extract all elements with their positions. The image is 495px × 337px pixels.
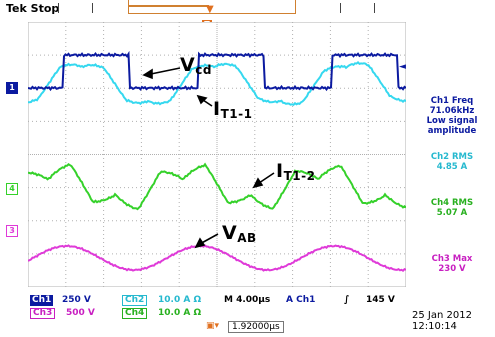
waveform-ch3-voltage-vab bbox=[28, 244, 406, 272]
ch1-label[interactable]: Ch1 bbox=[30, 295, 54, 306]
acquisition-state: Stop bbox=[30, 2, 60, 15]
graticule-grid bbox=[28, 22, 406, 287]
waveform-ch4-current-it12 bbox=[28, 162, 406, 211]
ch1-scale[interactable]: 250 V bbox=[62, 295, 91, 305]
timebase[interactable]: M 4.00µs bbox=[224, 295, 271, 305]
ch2-label[interactable]: Ch2 bbox=[122, 295, 148, 306]
delta-t-icon: ▣▾ bbox=[206, 321, 220, 331]
ch2-scale[interactable]: 10.0 A Ω bbox=[158, 295, 202, 305]
measurement-ch4-rms[interactable]: Ch4 RMS 5.07 A bbox=[430, 198, 474, 218]
cursor-delta-readout[interactable]: 1.92000µs bbox=[228, 321, 284, 333]
top-tick bbox=[340, 3, 341, 13]
ch3-label[interactable]: Ch3 bbox=[30, 308, 56, 319]
scope-status: Tek Stop bbox=[6, 2, 59, 15]
label-vcd: Vcd bbox=[180, 54, 212, 77]
record-window bbox=[129, 5, 209, 7]
ch4-label[interactable]: Ch4 bbox=[122, 308, 148, 319]
waveform-display[interactable]: ◄ bbox=[28, 22, 406, 287]
top-tick bbox=[374, 3, 375, 13]
annotation-arrows bbox=[142, 67, 275, 249]
ch1-ground-marker[interactable]: 1 bbox=[6, 82, 18, 94]
measurement-ch3-max[interactable]: Ch3 Max 230 V bbox=[431, 254, 473, 274]
label-vab: VAB bbox=[222, 222, 257, 245]
trigger-source[interactable]: A Ch1 bbox=[286, 295, 316, 305]
trigger-level[interactable]: 145 V bbox=[366, 295, 395, 305]
measurement-ch2-rms[interactable]: Ch2 RMS 4.85 A bbox=[430, 152, 474, 172]
label-it1-2: IT1-2 bbox=[276, 160, 316, 183]
ch4-scale[interactable]: 10.0 A Ω bbox=[158, 308, 202, 318]
brand-label: Tek bbox=[6, 2, 27, 15]
ch3-scale[interactable]: 500 V bbox=[66, 308, 95, 318]
record-position-indicator[interactable] bbox=[128, 0, 296, 14]
trigger-level-icon[interactable]: ◄ bbox=[399, 62, 406, 72]
top-tick bbox=[92, 3, 93, 13]
settings-bar: Ch1 250 V Ch2 10.0 A Ω M 4.00µs A Ch1 ∫ … bbox=[0, 290, 495, 337]
ch4-ground-marker[interactable]: 4 bbox=[6, 183, 18, 195]
top-status-bar: Tek Stop ▼ bbox=[0, 0, 495, 22]
ch3-ground-marker[interactable]: 3 bbox=[6, 225, 18, 237]
measurement-ch1-freq[interactable]: Ch1 Freq 71.06kHz Low signal amplitude bbox=[426, 96, 478, 136]
time-display: 12:10:14 bbox=[412, 321, 457, 332]
rising-edge-icon[interactable]: ∫ bbox=[344, 295, 350, 305]
label-it1-1: IT1-1 bbox=[213, 98, 253, 121]
waveform-ch1-voltage-vcd bbox=[28, 50, 406, 92]
waveform-ch2-current-it11 bbox=[28, 61, 406, 106]
top-tick bbox=[58, 3, 59, 13]
date-display: 25 Jan 2012 bbox=[412, 310, 472, 321]
trigger-position-icon[interactable]: ▼ bbox=[206, 4, 214, 15]
